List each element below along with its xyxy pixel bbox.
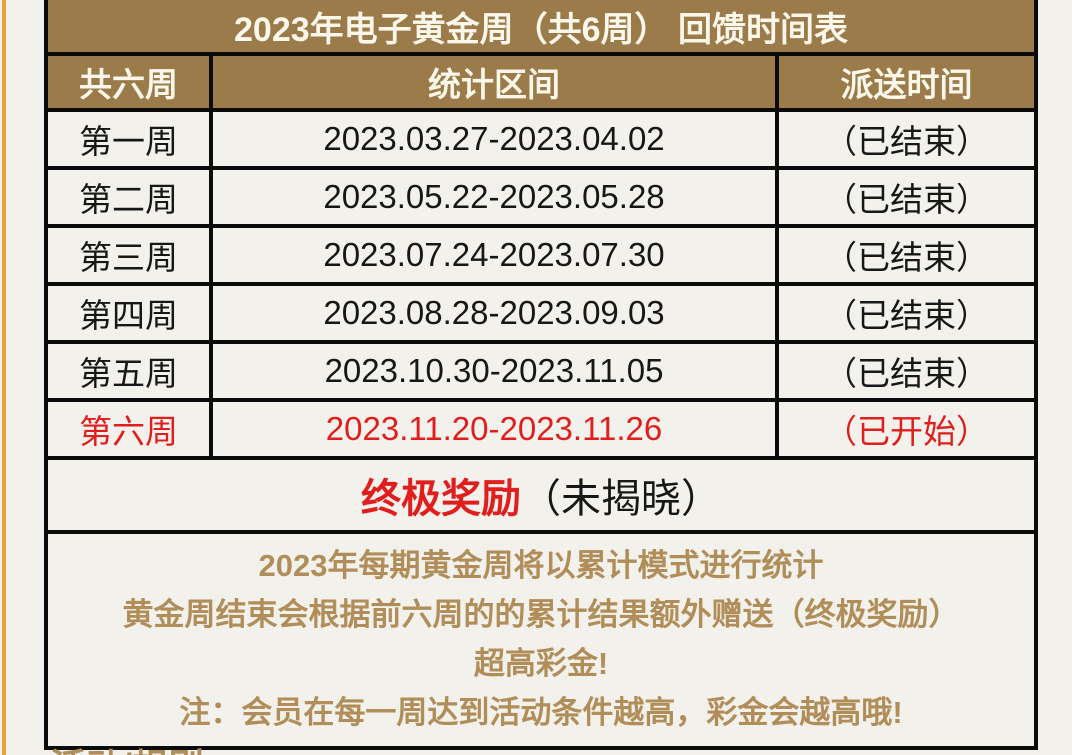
- final-reward-row: 终极奖励（未揭晓）: [44, 456, 1038, 534]
- schedule-table: 2023年电子黄金周（共6周） 回馈时间表 共六周 统计区间 派送时间 第一周 …: [44, 0, 1038, 750]
- note-line-2: 黄金周结束会根据前六周的的累计结果额外赠送（终极奖励）: [122, 597, 960, 632]
- status-label: （已结束）: [775, 340, 1038, 402]
- week-label: 第二周: [44, 166, 213, 228]
- column-header-range: 统计区间: [209, 52, 779, 112]
- status-label: （已结束）: [775, 108, 1038, 170]
- status-label: （已开始）: [775, 398, 1038, 460]
- table-row-week-2: 第二周 2023.05.22-2023.05.28 （已结束）: [44, 166, 1038, 228]
- table-row-week-3: 第三周 2023.07.24-2023.07.30 （已结束）: [44, 224, 1038, 286]
- note-line-1: 2023年每期黄金周将以累计模式进行统计: [258, 548, 824, 583]
- table-row-week-6-active: 第六周 2023.11.20-2023.11.26 （已开始）: [44, 398, 1038, 460]
- final-reward-label: 终极奖励: [361, 477, 521, 521]
- date-range: 2023.03.27-2023.04.02: [209, 108, 779, 170]
- column-header-delivery: 派送时间: [775, 52, 1038, 112]
- notes-row: 2023年每期黄金周将以累计模式进行统计 黄金周结束会根据前六周的的累计结果额外…: [44, 530, 1038, 750]
- table-row-week-5: 第五周 2023.10.30-2023.11.05 （已结束）: [44, 340, 1038, 402]
- table-title: 2023年电子黄金周（共6周） 回馈时间表: [44, 0, 1038, 56]
- note-line-4: 注：会员在每一周达到活动条件越高，彩金会越高哦!: [179, 695, 903, 730]
- status-label: （已结束）: [775, 166, 1038, 228]
- status-label: （已结束）: [775, 282, 1038, 344]
- date-range: 2023.11.20-2023.11.26: [209, 398, 779, 460]
- date-range: 2023.08.28-2023.09.03: [209, 282, 779, 344]
- week-label: 第四周: [44, 282, 213, 344]
- date-range: 2023.10.30-2023.11.05: [209, 340, 779, 402]
- status-label: （已结束）: [775, 224, 1038, 286]
- week-label: 第一周: [44, 108, 213, 170]
- section-heading-activity-rules: 活动/规则: [50, 738, 204, 755]
- week-label: 第五周: [44, 340, 213, 402]
- final-reward-status: （未揭晓）: [521, 477, 721, 521]
- date-range: 2023.05.22-2023.05.28: [209, 166, 779, 228]
- notes-cell: 2023年每期黄金周将以累计模式进行统计 黄金周结束会根据前六周的的累计结果额外…: [44, 530, 1038, 750]
- week-label: 第三周: [44, 224, 213, 286]
- week-label: 第六周: [44, 398, 213, 460]
- column-header-weeks: 共六周: [44, 52, 213, 112]
- final-reward-cell: 终极奖励（未揭晓）: [44, 456, 1038, 534]
- column-header-row: 共六周 统计区间 派送时间: [44, 52, 1038, 112]
- table-row-week-1: 第一周 2023.03.27-2023.04.02 （已结束）: [44, 108, 1038, 170]
- table-row-week-4: 第四周 2023.08.28-2023.09.03 （已结束）: [44, 282, 1038, 344]
- left-accent-stripe: [2, 0, 6, 755]
- date-range: 2023.07.24-2023.07.30: [209, 224, 779, 286]
- title-row: 2023年电子黄金周（共6周） 回馈时间表: [44, 0, 1038, 56]
- note-line-3: 超高彩金!: [473, 646, 609, 681]
